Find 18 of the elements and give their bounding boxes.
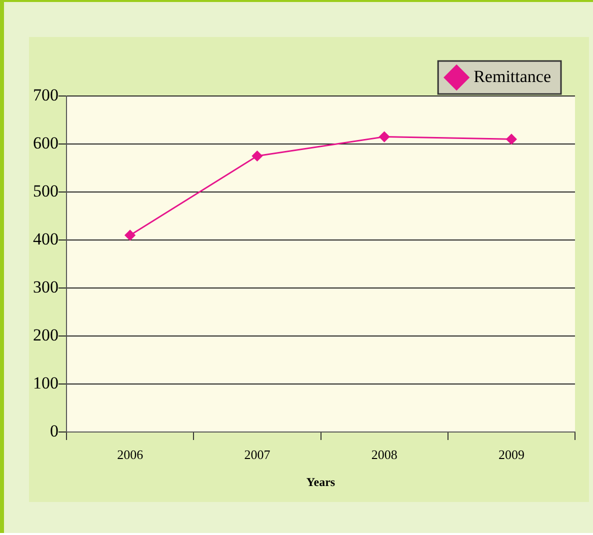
y-tick-label: 300 [33, 277, 58, 296]
y-tick-label: 500 [33, 181, 58, 200]
x-tick-label: 2009 [498, 447, 524, 462]
point [124, 230, 136, 240]
point [506, 134, 517, 144]
y-tick-label: 200 [33, 325, 58, 344]
y-tick-label: 0 [50, 421, 58, 440]
x-axis-title: Years [306, 474, 336, 489]
y-tick-label: 700 [33, 85, 58, 104]
point [252, 150, 262, 162]
y-tick-label: 100 [33, 373, 58, 392]
y-tick-label: 400 [33, 229, 58, 248]
point [379, 132, 390, 142]
x-tick-label: 2008 [371, 447, 398, 462]
y-tick-label: 600 [33, 133, 58, 152]
x-tick-label: 2007 [244, 447, 271, 462]
legend-label: Remittance [474, 66, 552, 86]
x-tick-label: 2006 [117, 447, 144, 462]
